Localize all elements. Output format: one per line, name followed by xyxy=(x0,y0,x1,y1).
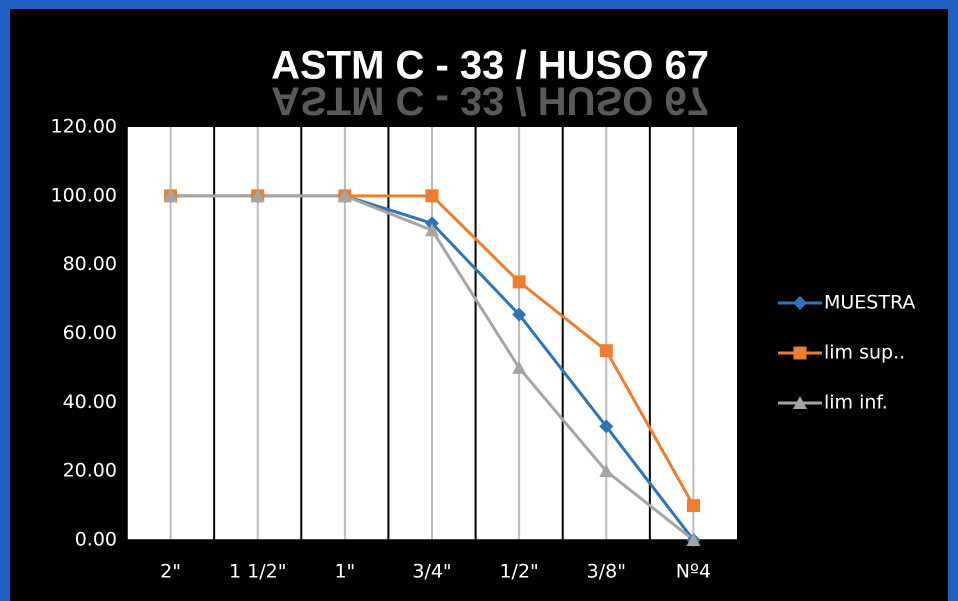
marker xyxy=(163,188,178,202)
marker xyxy=(686,499,700,513)
legend-label: lim inf. xyxy=(824,392,888,414)
x-tick-label: 2" xyxy=(160,561,181,583)
marker xyxy=(793,396,807,409)
marker xyxy=(793,346,807,360)
marker xyxy=(599,419,614,434)
marker xyxy=(425,189,439,203)
marker xyxy=(337,188,352,202)
marker xyxy=(599,464,614,478)
chart-title: ASTM C - 33 / HUSO 67 xyxy=(271,44,709,88)
legend-label: MUESTRA xyxy=(824,292,915,314)
title-reflection: ASTM C - 33 / HUSO 67 xyxy=(271,78,709,122)
marker xyxy=(686,533,701,546)
x-tick-label: 3/4" xyxy=(412,561,451,583)
marker xyxy=(425,223,439,237)
y-tick-label: 20.00 xyxy=(63,460,117,482)
marker xyxy=(512,275,526,289)
marker xyxy=(512,360,527,374)
x-tick-label: 1" xyxy=(334,561,355,583)
x-tick-label: 1/2" xyxy=(499,561,538,583)
x-tick-label: 1 1/2" xyxy=(229,561,286,583)
x-tick-label: 3/8" xyxy=(587,561,626,583)
marker xyxy=(793,296,807,310)
marker xyxy=(512,307,527,322)
x-tick-label: Nº4 xyxy=(676,561,711,583)
y-tick-label: 100.00 xyxy=(51,184,117,206)
y-tick-label: 0.00 xyxy=(75,529,117,551)
marker xyxy=(250,188,265,202)
y-tick-label: 80.00 xyxy=(63,253,117,275)
y-tick-label: 60.00 xyxy=(63,322,117,344)
marker xyxy=(599,344,613,358)
y-tick-label: 120.00 xyxy=(51,116,117,138)
y-tick-label: 40.00 xyxy=(63,391,117,413)
legend-label: lim sup.. xyxy=(824,342,905,364)
